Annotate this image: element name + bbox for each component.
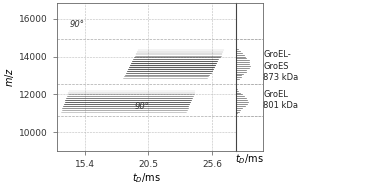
Text: 90°: 90° <box>70 20 85 29</box>
X-axis label: $t_D$/ms: $t_D$/ms <box>235 153 264 167</box>
Y-axis label: $m/z$: $m/z$ <box>3 67 17 87</box>
Text: GroEL-
GroES
873 kDa: GroEL- GroES 873 kDa <box>263 50 299 82</box>
X-axis label: $t_D$/ms: $t_D$/ms <box>132 171 161 185</box>
Text: 90°: 90° <box>135 102 150 111</box>
Text: GroEL
801 kDa: GroEL 801 kDa <box>263 90 298 110</box>
